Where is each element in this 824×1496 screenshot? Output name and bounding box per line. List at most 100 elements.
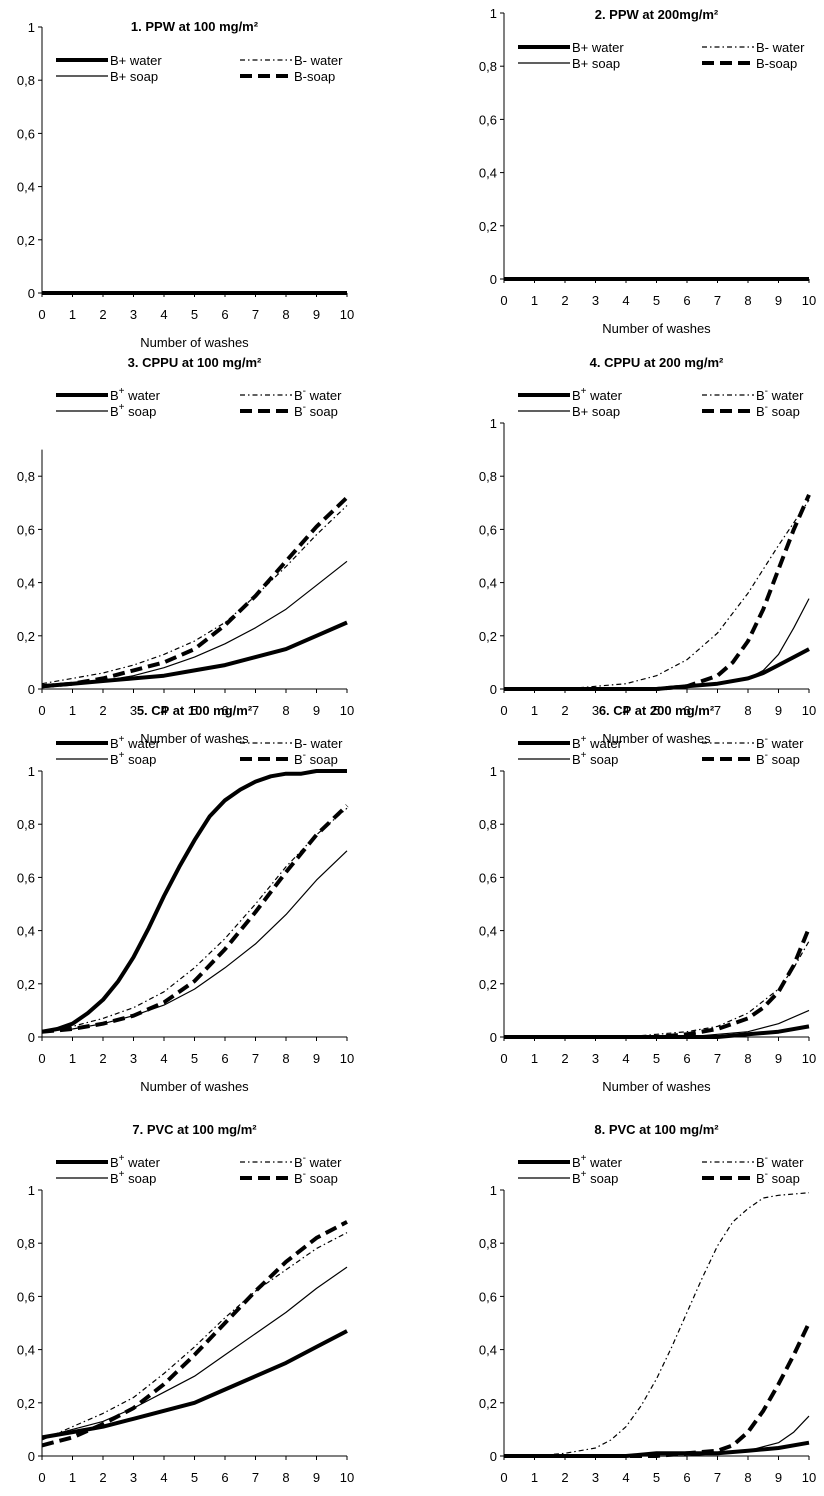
x-tick-label: 4	[160, 307, 167, 322]
x-tick-label: 4	[622, 1051, 629, 1066]
x-tick-label: 6	[683, 703, 690, 718]
x-tick-label: 6	[221, 703, 228, 718]
x-tick-label: 2	[561, 293, 568, 308]
y-tick-label: 0,6	[479, 870, 497, 885]
legend-label: B- soap	[294, 1169, 338, 1186]
series-line	[41, 1232, 348, 1441]
chart-title: 4. CPPU at 200 mg/m²	[590, 355, 724, 370]
x-tick-label: 3	[592, 293, 599, 308]
y-tick-label: 0	[28, 1449, 35, 1464]
x-tick-label: 1	[69, 1051, 76, 1066]
x-tick-label: 0	[38, 1051, 45, 1066]
y-tick-label: 0,8	[479, 817, 497, 832]
x-tick-label: 7	[714, 1051, 721, 1066]
x-tick-label: 7	[714, 1470, 721, 1485]
series-line	[504, 647, 810, 691]
y-tick-label: 0,4	[479, 166, 497, 181]
legend-label: B+ water	[110, 386, 161, 403]
legend-label: B+ water	[110, 53, 162, 68]
legend-label: B- soap	[294, 402, 338, 419]
legend-label: B- water	[756, 734, 804, 751]
legend-label: B- water	[294, 53, 343, 68]
x-tick-label: 8	[744, 703, 751, 718]
x-tick-label: 0	[500, 293, 507, 308]
y-tick-label: 0,6	[479, 522, 497, 537]
x-tick-label: 7	[252, 1051, 259, 1066]
series-line	[41, 496, 349, 689]
y-tick-label: 1	[28, 20, 35, 35]
x-tick-label: 9	[775, 1051, 782, 1066]
series-line	[41, 1266, 348, 1438]
x-tick-label: 10	[802, 293, 816, 308]
x-tick-label: 10	[340, 307, 354, 322]
x-axis-label: Number of washes	[140, 1079, 249, 1094]
y-tick-label: 0,6	[17, 522, 35, 537]
x-tick-label: 8	[744, 1470, 751, 1485]
y-tick-label: 0,2	[479, 977, 497, 992]
y-tick-label: 1	[490, 6, 497, 21]
x-tick-label: 1	[69, 703, 76, 718]
x-tick-label: 9	[775, 1470, 782, 1485]
y-tick-label: 0,6	[479, 1289, 497, 1304]
y-tick-label: 0,4	[479, 1343, 497, 1358]
legend-label: B- soap	[756, 1169, 800, 1186]
x-tick-label: 3	[130, 1470, 137, 1485]
y-tick-label: 0,8	[479, 1236, 497, 1251]
series-line	[41, 1220, 348, 1448]
x-tick-label: 2	[99, 1470, 106, 1485]
chart-panel-2: 2. PPW at 200mg/m² B+ water B- water B+ soa…	[479, 6, 816, 336]
legend-label: B- water	[756, 1153, 804, 1170]
series-line	[504, 927, 811, 1039]
x-tick-label: 1	[531, 293, 538, 308]
x-tick-label: 7	[252, 1470, 259, 1485]
x-tick-label: 6	[683, 1470, 690, 1485]
legend-label: B+ soap	[110, 750, 156, 767]
legend-label: B- soap	[756, 402, 800, 419]
y-tick-label: 0	[490, 1030, 497, 1045]
y-tick-label: 0,6	[17, 1289, 35, 1304]
legend-label: B- water	[294, 1153, 342, 1170]
x-tick-label: 4	[160, 1470, 167, 1485]
chart-title: 1. PPW at 100 mg/m²	[131, 19, 259, 34]
chart-title: 6. CP at 200 mg/m²	[599, 703, 715, 718]
legend-label: B- water	[294, 386, 342, 403]
x-tick-label: 10	[802, 703, 816, 718]
legend-label: B+ soap	[572, 1169, 618, 1186]
legend-label: B-soap	[756, 56, 797, 71]
y-tick-label: 0	[28, 286, 35, 301]
y-tick-label: 0,2	[17, 629, 35, 644]
chart-title: 3. CPPU at 100 mg/m²	[128, 355, 262, 370]
y-tick-label: 0,8	[17, 817, 35, 832]
x-tick-label: 1	[531, 703, 538, 718]
x-tick-label: 1	[531, 1470, 538, 1485]
x-tick-label: 4	[160, 1051, 167, 1066]
x-tick-label: 5	[191, 1470, 198, 1485]
y-tick-label: 0,2	[479, 219, 497, 234]
x-tick-label: 8	[282, 703, 289, 718]
legend-label: B+ soap	[110, 69, 158, 84]
x-tick-label: 6	[683, 1051, 690, 1066]
x-tick-label: 5	[191, 1051, 198, 1066]
y-tick-label: 0,8	[17, 73, 35, 88]
y-tick-label: 0	[490, 1449, 497, 1464]
legend-label: B+ water	[110, 1153, 161, 1170]
x-tick-label: 5	[653, 293, 660, 308]
y-tick-label: 1	[490, 1183, 497, 1198]
chart-title: 5. CP at 100 mg/m²	[137, 703, 253, 718]
series-line	[41, 1329, 348, 1440]
x-tick-label: 1	[69, 307, 76, 322]
legend-label: B+ soap	[110, 402, 156, 419]
x-tick-label: 2	[99, 703, 106, 718]
chart-panel-3: 3. CPPU at 100 mg/m² B+ water B- water B+ s…	[17, 355, 354, 746]
series-line	[41, 769, 347, 1034]
x-tick-label: 9	[313, 1051, 320, 1066]
y-tick-label: 0,4	[479, 576, 497, 591]
chart-title: 8. PVC at 100 mg/m²	[594, 1122, 719, 1137]
chart-panel-7: 7. PVC at 100 mg/m² B+ water B- water B+ so…	[17, 1122, 354, 1485]
x-tick-label: 5	[653, 703, 660, 718]
chart-panel-8: 8. PVC at 100 mg/m² B+ water B- water B+ so…	[479, 1122, 816, 1485]
series-line	[41, 620, 348, 689]
x-tick-label: 7	[252, 307, 259, 322]
series-line	[504, 499, 810, 690]
